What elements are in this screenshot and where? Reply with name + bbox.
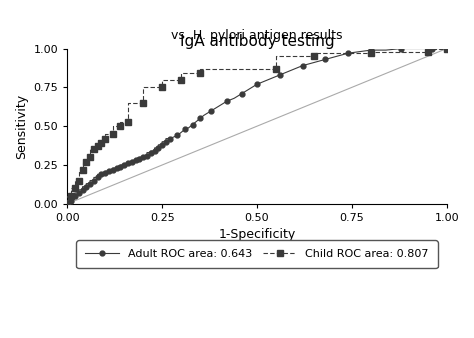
Title: IgA antibody testing: IgA antibody testing (180, 33, 334, 49)
X-axis label: 1-Specificity: 1-Specificity (219, 228, 296, 241)
Text: vs. H. pylori antigen results: vs. H. pylori antigen results (171, 29, 343, 42)
Y-axis label: Sensitivity: Sensitivity (15, 94, 28, 159)
Legend: Adult ROC area: 0.643, Child ROC area: 0.807: Adult ROC area: 0.643, Child ROC area: 0… (76, 240, 438, 268)
